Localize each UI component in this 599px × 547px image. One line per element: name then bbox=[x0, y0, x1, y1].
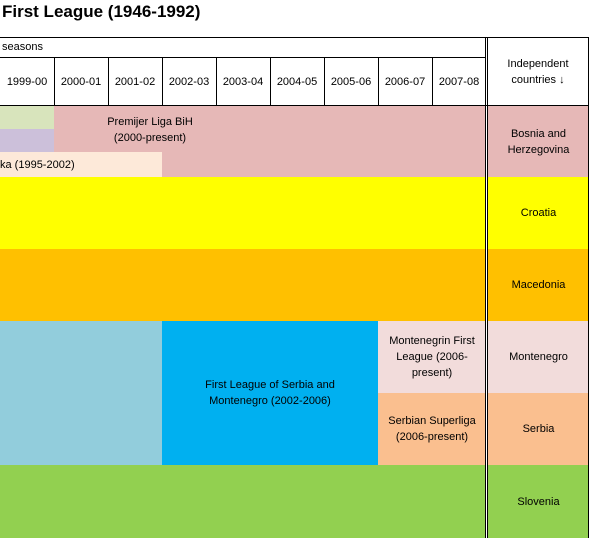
yugoslavia-league-block bbox=[0, 321, 162, 465]
season-divider bbox=[108, 58, 109, 105]
season-header-2003-04: 2003-04 bbox=[222, 75, 264, 88]
scg-league-label: First League of Serbia and Montenegro (2… bbox=[205, 379, 335, 407]
serbia-league-block: Serbian Superliga (2006-present) bbox=[378, 393, 486, 465]
seasons-label: seasons bbox=[2, 41, 43, 53]
header-area: seasons bbox=[0, 37, 599, 105]
page-title: First League (1946-1992) bbox=[2, 2, 201, 21]
season-header-2000-01: 2000-01 bbox=[60, 75, 102, 88]
season-header-2005-06: 2005-06 bbox=[330, 75, 372, 88]
season-header-2002-03: 2002-03 bbox=[168, 75, 210, 88]
bih-partial-league-block: ka (1995-2002) bbox=[0, 152, 162, 177]
season-divider bbox=[270, 58, 271, 105]
season-divider bbox=[378, 58, 379, 105]
croatia-row-bg bbox=[0, 177, 486, 249]
bih-green-cell bbox=[0, 106, 54, 129]
bih-purple-cell bbox=[0, 129, 54, 152]
country-montenegro: Montenegro bbox=[488, 321, 589, 393]
bih-league-label: Premijer Liga BiH (2000-present) bbox=[107, 116, 193, 144]
country-slovenia: Slovenia bbox=[488, 465, 589, 538]
season-header-2004-05: 2004-05 bbox=[276, 75, 318, 88]
season-header-2006-07: 2006-07 bbox=[384, 75, 426, 88]
season-header-2001-02: 2001-02 bbox=[114, 75, 156, 88]
country-serbia: Serbia bbox=[488, 393, 589, 465]
country-divider-line bbox=[485, 37, 486, 538]
montenegro-league-block: Montenegrin First League (2006-present) bbox=[378, 321, 486, 393]
header-top-line bbox=[0, 37, 589, 38]
scg-league-block: First League of Serbia and Montenegro (2… bbox=[162, 321, 378, 465]
country-croatia: Croatia bbox=[488, 177, 589, 249]
season-header-1999-00: 1999-00 bbox=[6, 75, 48, 88]
bih-partial-league-label: ka (1995-2002) bbox=[0, 158, 75, 171]
header-bottom-line bbox=[0, 105, 589, 106]
season-divider bbox=[162, 58, 163, 105]
seasons-divider-line bbox=[0, 57, 486, 58]
macedonia-row-bg bbox=[0, 249, 486, 321]
country-bosnia: Bosnia and Herzegovina bbox=[507, 127, 570, 156]
serbia-league-label: Serbian Superliga (2006-present) bbox=[388, 415, 476, 443]
country-divider-line-2 bbox=[487, 37, 488, 538]
independent-countries-header: Independent countries ↓ bbox=[507, 58, 569, 86]
slovenia-row-bg bbox=[0, 465, 486, 538]
season-divider bbox=[54, 58, 55, 105]
country-macedonia: Macedonia bbox=[488, 249, 589, 321]
season-divider bbox=[324, 58, 325, 105]
right-border-line bbox=[588, 37, 589, 538]
season-divider bbox=[432, 58, 433, 105]
bih-country-bg bbox=[488, 106, 589, 177]
montenegro-league-label: Montenegrin First League (2006-present) bbox=[389, 335, 475, 379]
bih-league-block: Premijer Liga BiH (2000-present) bbox=[70, 110, 230, 150]
season-header-2007-08: 2007-08 bbox=[438, 75, 480, 88]
season-divider bbox=[216, 58, 217, 105]
